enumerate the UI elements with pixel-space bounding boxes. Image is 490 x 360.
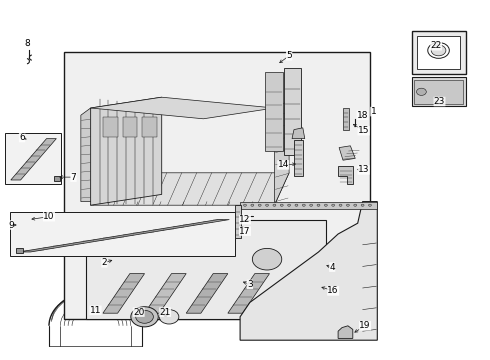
- Polygon shape: [103, 274, 145, 313]
- Bar: [54, 176, 60, 181]
- Polygon shape: [294, 140, 303, 176]
- Bar: [86, 220, 326, 319]
- Polygon shape: [265, 72, 283, 151]
- Circle shape: [252, 248, 282, 270]
- Text: 11: 11: [90, 306, 101, 315]
- Circle shape: [251, 204, 254, 206]
- Polygon shape: [338, 326, 353, 338]
- Text: 14: 14: [277, 161, 289, 169]
- Polygon shape: [91, 97, 162, 205]
- Circle shape: [324, 204, 327, 206]
- Bar: [414, 80, 463, 104]
- Text: 6: 6: [19, 133, 25, 142]
- Circle shape: [258, 204, 261, 206]
- Bar: [10, 212, 235, 256]
- Bar: [16, 248, 23, 253]
- Circle shape: [136, 310, 153, 323]
- Polygon shape: [186, 274, 228, 313]
- Polygon shape: [91, 173, 289, 205]
- Text: 22: 22: [431, 41, 441, 50]
- Text: 3: 3: [247, 280, 253, 289]
- Text: 20: 20: [133, 307, 145, 317]
- Polygon shape: [235, 205, 241, 238]
- Bar: [412, 31, 465, 74]
- Polygon shape: [240, 202, 377, 209]
- Bar: [417, 36, 460, 69]
- Circle shape: [302, 204, 305, 206]
- Text: 8: 8: [24, 40, 30, 49]
- Text: 21: 21: [159, 307, 171, 317]
- Circle shape: [428, 42, 449, 58]
- Circle shape: [159, 310, 179, 324]
- Polygon shape: [274, 101, 289, 205]
- Polygon shape: [284, 68, 301, 155]
- Circle shape: [273, 204, 276, 206]
- Polygon shape: [339, 146, 355, 160]
- Text: 15: 15: [358, 126, 369, 135]
- Bar: [142, 117, 157, 137]
- Circle shape: [339, 204, 342, 206]
- Circle shape: [295, 204, 298, 206]
- Bar: [5, 133, 61, 184]
- Circle shape: [266, 204, 269, 206]
- Circle shape: [346, 204, 349, 206]
- Text: 5: 5: [286, 51, 292, 60]
- Bar: [122, 117, 137, 137]
- Text: 9: 9: [8, 220, 14, 230]
- Polygon shape: [338, 166, 353, 184]
- Text: 2: 2: [101, 258, 107, 267]
- Text: 16: 16: [327, 287, 339, 295]
- Text: 17: 17: [239, 227, 251, 236]
- Circle shape: [361, 204, 364, 206]
- Polygon shape: [228, 274, 270, 313]
- Bar: [64, 52, 370, 319]
- Polygon shape: [19, 220, 229, 252]
- Circle shape: [368, 204, 371, 206]
- Text: 4: 4: [329, 263, 335, 271]
- Circle shape: [431, 45, 446, 56]
- Circle shape: [244, 204, 246, 206]
- Text: 23: 23: [434, 97, 445, 106]
- Text: 13: 13: [358, 165, 369, 174]
- Polygon shape: [343, 108, 349, 130]
- Circle shape: [317, 204, 320, 206]
- Text: 18: 18: [357, 111, 368, 120]
- Circle shape: [131, 307, 158, 327]
- Circle shape: [332, 204, 335, 206]
- Polygon shape: [270, 274, 311, 313]
- Text: 10: 10: [43, 212, 55, 221]
- Polygon shape: [412, 77, 465, 106]
- Text: 7: 7: [71, 173, 76, 181]
- Circle shape: [288, 204, 291, 206]
- Polygon shape: [145, 274, 186, 313]
- Circle shape: [280, 204, 283, 206]
- Text: 19: 19: [359, 321, 371, 330]
- Circle shape: [354, 204, 357, 206]
- Polygon shape: [91, 97, 274, 119]
- Circle shape: [164, 314, 168, 316]
- Circle shape: [416, 88, 426, 95]
- Polygon shape: [292, 128, 305, 139]
- Circle shape: [310, 204, 313, 206]
- Text: 12: 12: [239, 215, 251, 224]
- Polygon shape: [81, 108, 91, 202]
- Polygon shape: [11, 139, 56, 180]
- Bar: [103, 117, 118, 137]
- Polygon shape: [240, 202, 377, 340]
- Text: 1: 1: [370, 107, 376, 116]
